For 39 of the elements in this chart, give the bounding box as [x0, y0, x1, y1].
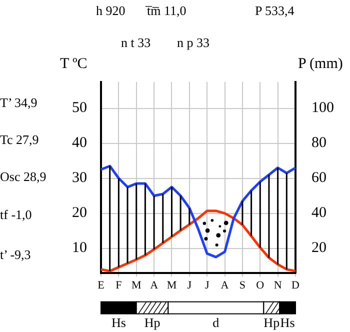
text: t’ -9,3: [0, 247, 31, 263]
x-tick-label: A: [220, 279, 229, 292]
y2-tick-label: 100: [312, 100, 334, 116]
text: Hs: [111, 314, 126, 331]
x-tick-label: S: [239, 279, 246, 292]
text: tf -1,0: [0, 207, 32, 223]
x-tick-label: F: [116, 279, 122, 292]
text: Hp: [144, 314, 160, 331]
text: d: [212, 314, 220, 331]
text: Osc 28,9: [0, 169, 46, 185]
y-axis-title: T ºC: [60, 56, 88, 73]
y-tick-label: 40: [72, 135, 87, 152]
text: T’ 34,9: [0, 95, 38, 111]
x-tick-label: O: [256, 279, 264, 292]
y-tick-label: 50: [72, 100, 87, 116]
text: Tc 27,9: [0, 132, 39, 148]
x-tick-label: D: [292, 279, 300, 292]
text: n t 33: [121, 35, 151, 51]
y2-axis-title: P (mm): [298, 56, 343, 73]
x-tick-label: M: [131, 279, 142, 292]
x-tick-label: E: [98, 279, 105, 292]
y2-tick-label: 40: [312, 205, 326, 222]
text: Hs: [280, 314, 295, 331]
text: t̅m̅ 11,0: [147, 3, 186, 19]
x-tick-label: J: [187, 279, 192, 292]
text: h 920: [96, 3, 126, 19]
x-tick-label: N: [274, 279, 282, 292]
y-tick-label: 20: [72, 205, 87, 222]
y-tick-label: 10: [72, 240, 87, 256]
y2-tick-label: 60: [312, 170, 326, 186]
y2-tick-label: 80: [312, 135, 326, 152]
y-tick-label: 30: [72, 170, 87, 186]
x-tick-label: A: [150, 279, 158, 292]
y2-tick-label: 20: [312, 240, 326, 256]
x-tick-label: M: [166, 279, 177, 292]
text: Hp: [264, 314, 280, 331]
x-tick-label: J: [204, 279, 210, 292]
text: n p 33: [177, 35, 210, 51]
text: P 533,4: [255, 3, 294, 19]
